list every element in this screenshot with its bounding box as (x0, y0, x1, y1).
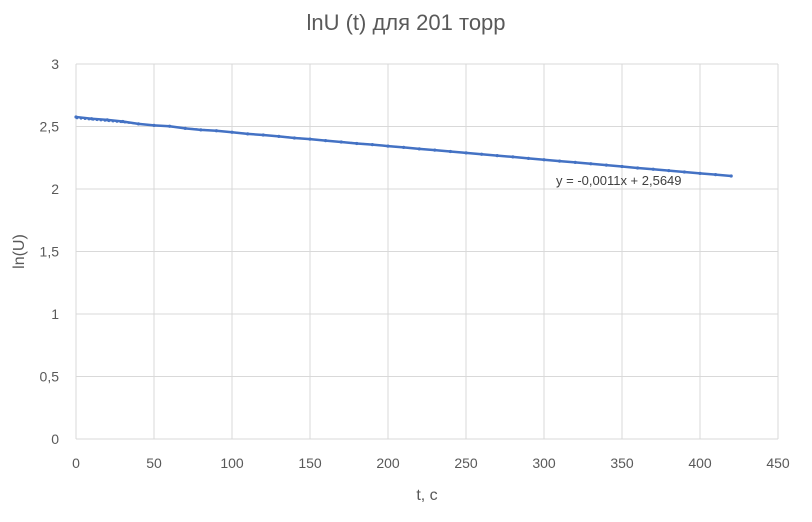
x-tick-label: 0 (72, 455, 80, 471)
y-tick-label: 3 (51, 56, 59, 72)
y-tick-label: 1,5 (40, 244, 60, 260)
data-point (121, 119, 125, 124)
data-point (464, 151, 468, 155)
y-tick-label: 2 (51, 181, 59, 197)
data-point (261, 133, 265, 137)
chart-title: lnU (t) для 201 торр (306, 10, 506, 35)
trendline-equation: y = -0,0011x + 2,5649 (556, 173, 682, 188)
x-tick-label: 350 (610, 455, 634, 471)
y-tick-label: 0,5 (40, 369, 60, 385)
y-axis-title: ln(U) (11, 234, 28, 269)
x-tick-label: 50 (146, 455, 162, 471)
data-point (308, 137, 312, 141)
x-tick-label: 400 (688, 455, 712, 471)
x-tick-label: 150 (298, 455, 322, 471)
data-point (667, 169, 671, 173)
data-point (448, 149, 452, 154)
y-tick-label: 2,5 (40, 119, 60, 135)
x-axis-title: t, с (416, 487, 437, 504)
trendline (75, 117, 732, 177)
y-tick-label: 1 (51, 306, 59, 322)
x-tick-label: 450 (766, 455, 790, 471)
x-tick-label: 200 (376, 455, 400, 471)
data-point (636, 166, 640, 170)
x-tick-label: 250 (454, 455, 478, 471)
data-point (277, 134, 281, 138)
x-tick-label: 300 (532, 455, 556, 471)
x-tick-label: 100 (220, 455, 244, 471)
y-tick-label: 0 (51, 431, 59, 447)
data-point (480, 152, 484, 156)
